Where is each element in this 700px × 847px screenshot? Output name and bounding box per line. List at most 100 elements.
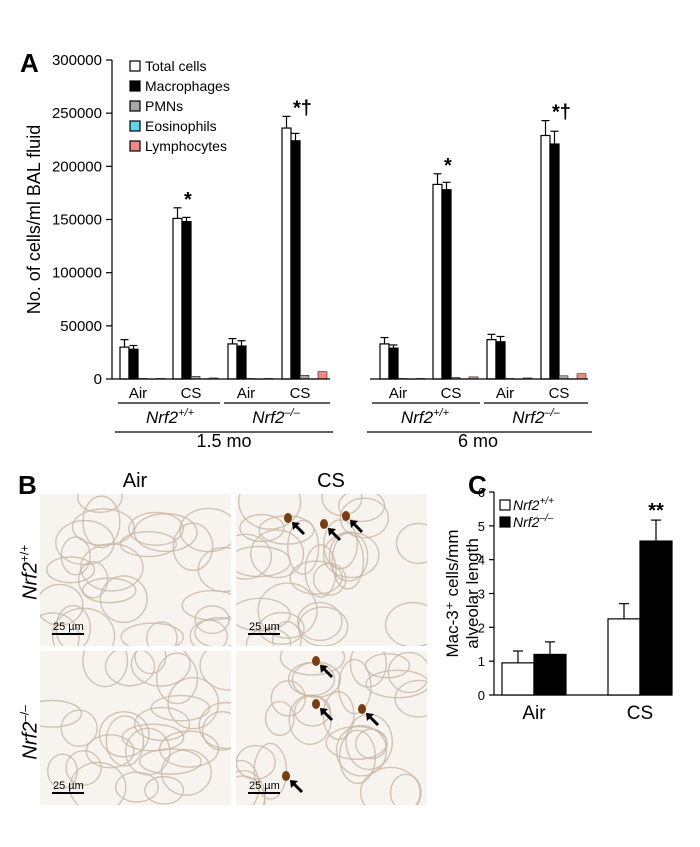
- legend-sup: +/+: [539, 496, 554, 507]
- y-tick-label: 3: [478, 587, 485, 602]
- micrograph-wt-air: 25 µm: [40, 494, 231, 646]
- legend-label: Eosinophils: [145, 118, 217, 134]
- alveolar-wall: [51, 607, 116, 646]
- genotype-gene: Nrf2: [252, 408, 285, 427]
- genotype-label: Nrf2+/+: [401, 407, 450, 427]
- genotype-label: Nrf2–/–: [512, 407, 560, 427]
- alveolar-wall: [85, 734, 135, 769]
- panel-letter-b: B: [18, 470, 37, 500]
- alveolar-wall: [236, 759, 260, 805]
- bar: [540, 134, 551, 380]
- alveolar-wall: [98, 711, 150, 758]
- genotype-sup: –/–: [283, 407, 300, 419]
- exposure-label: Air: [496, 385, 514, 402]
- panel-letter-a: A: [20, 48, 39, 78]
- col-header-cs: CS: [317, 470, 345, 492]
- panel-letter-c: C: [468, 470, 487, 500]
- significance-marker: *: [444, 155, 452, 177]
- alveolar-wall: [339, 497, 390, 539]
- alveolar-wall: [55, 604, 92, 646]
- alveolar-wall: [46, 556, 96, 584]
- tissue-texture: 25 µm: [40, 494, 231, 646]
- time-label: 6 mo: [458, 431, 498, 451]
- alveolar-wall: [124, 727, 171, 776]
- y-tick-label: 2: [478, 620, 485, 635]
- legend-gene: Nrf2: [513, 514, 540, 530]
- stained-macrophage: [342, 511, 350, 521]
- alveolar-wall: [395, 522, 427, 565]
- stained-macrophage: [284, 513, 292, 523]
- bar: [119, 346, 130, 380]
- alveolar-wall: [134, 651, 167, 675]
- scale-bar-label: 25 µm: [249, 621, 280, 633]
- y-tick-label: 200000: [52, 158, 102, 175]
- y-tick-label: 100000: [52, 265, 102, 282]
- alveolar-wall: [279, 651, 346, 676]
- row-label-wt: Nrf2+/+: [18, 522, 43, 622]
- y-tick-label: 1: [478, 654, 485, 669]
- alveolar-wall: [144, 775, 185, 805]
- alveolar-wall: [60, 709, 98, 748]
- y-axis-label: No. of cells/ml BAL fluid: [24, 125, 44, 314]
- alveolar-wall: [297, 606, 349, 646]
- alveolar-wall: [331, 532, 365, 590]
- alveolar-wall: [287, 519, 320, 575]
- alveolar-wall: [387, 651, 427, 694]
- legend-label: Nrf2+/+: [513, 496, 554, 513]
- alveolar-wall: [322, 531, 380, 579]
- alveolar-wall: [77, 494, 123, 514]
- alveolar-wall: [145, 621, 178, 646]
- y-tick-label: 4: [478, 553, 485, 568]
- stained-macrophage: [320, 519, 328, 529]
- y-tick-label: 0: [478, 688, 485, 703]
- bar: [432, 183, 443, 380]
- y-tick-label: 5: [478, 519, 485, 534]
- legend-swatch: [129, 100, 141, 112]
- alveolar-wall: [359, 766, 421, 805]
- alveolar-wall: [71, 508, 135, 546]
- alveolar-wall: [128, 511, 184, 546]
- alveolar-wall: [337, 494, 386, 523]
- significance-marker: **: [648, 500, 664, 522]
- genotype-sup: +/+: [433, 407, 449, 419]
- stained-macrophage: [282, 771, 290, 781]
- alveolar-wall: [82, 495, 121, 549]
- row-label-ko-gene: Nrf2: [19, 721, 42, 760]
- alveolar-wall: [99, 575, 148, 624]
- exposure-label: Air: [129, 385, 147, 402]
- alveolar-wall: [287, 661, 336, 697]
- legend-swatch: [499, 499, 511, 511]
- significance-marker: *†: [552, 102, 571, 124]
- bar: [128, 348, 139, 380]
- stained-macrophage: [358, 704, 366, 714]
- y-tick-label: 50000: [60, 318, 102, 335]
- bar: [639, 540, 673, 696]
- arrow-head: [290, 780, 298, 788]
- alveolar-wall: [323, 519, 358, 570]
- row-label-ko-sup: –/–: [17, 705, 32, 722]
- alveolar-wall: [81, 577, 137, 604]
- alveolar-wall: [338, 729, 377, 785]
- legend-label: PMNs: [145, 98, 183, 114]
- legend-swatch: [129, 80, 141, 92]
- row-label-wt-sup: +/+: [17, 544, 32, 563]
- bar: [236, 345, 247, 380]
- alveolar-wall: [365, 669, 427, 699]
- alveolar-wall: [288, 694, 332, 745]
- bar: [486, 339, 497, 380]
- alveolar-wall: [321, 494, 363, 517]
- alveolar-wall: [119, 530, 177, 558]
- genotype-gene: Nrf2: [512, 408, 545, 427]
- alveolar-wall: [160, 748, 212, 796]
- alveolar-wall: [291, 661, 342, 698]
- bar: [172, 217, 183, 380]
- alveolar-wall: [60, 536, 91, 576]
- alveolar-wall: [194, 616, 231, 646]
- arrow-head: [320, 708, 328, 716]
- row-label-ko: Nrf2–/–: [18, 682, 43, 782]
- alveolar-wall: [238, 494, 302, 530]
- alveolar-wall: [198, 701, 231, 750]
- alveolar-wall: [189, 619, 228, 646]
- tissue-texture: 25 µm: [236, 494, 427, 646]
- genotype-sup: –/–: [543, 407, 560, 419]
